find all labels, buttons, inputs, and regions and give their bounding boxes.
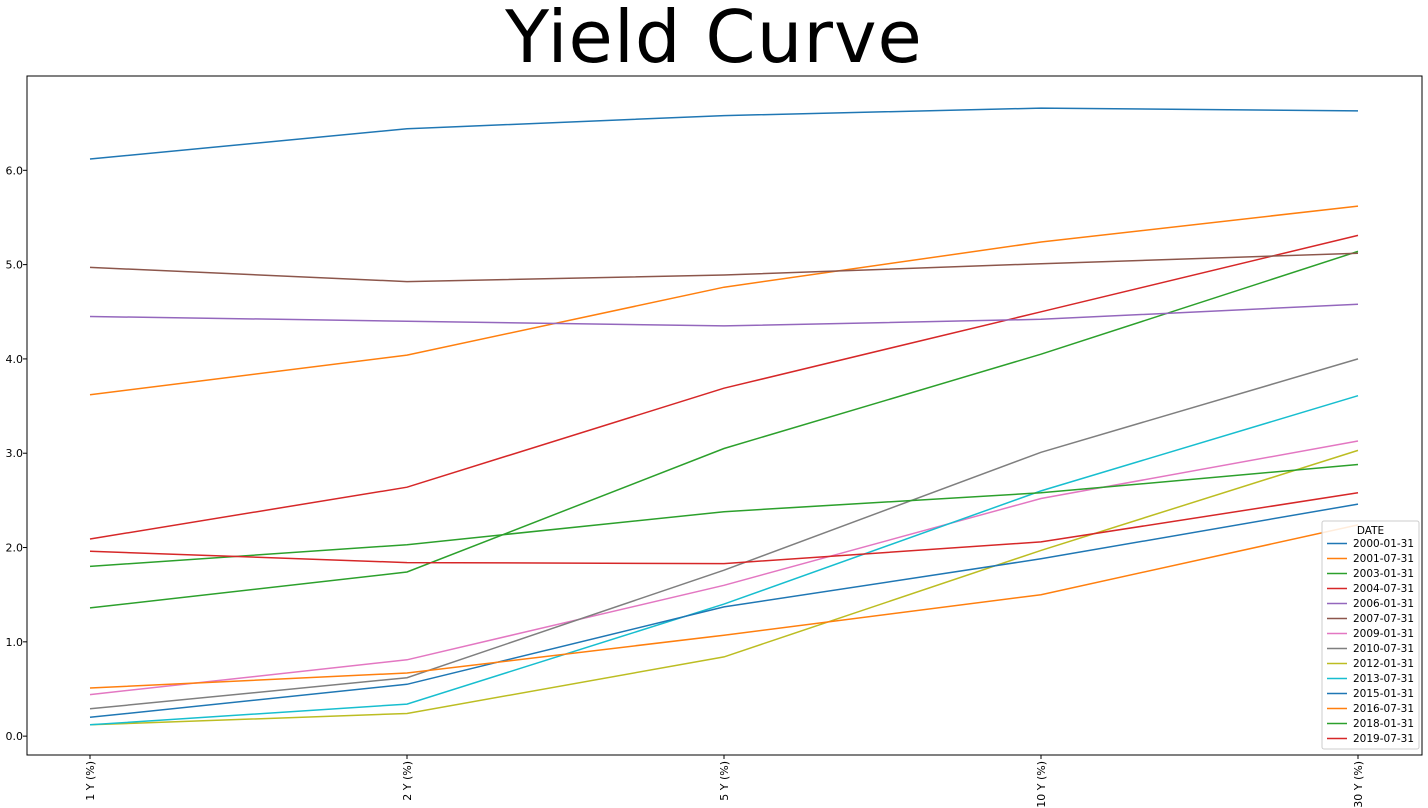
legend-entry: 2007-07-31 [1353, 613, 1414, 625]
legend-entry: 2006-01-31 [1353, 598, 1414, 610]
series-line-2009-01-31 [89, 440, 1359, 696]
axes-layer: 0.0 1.0 2.0 3.0 4.0 5.0 6.0 1 Y (%) 2 Y (%) 5 Y (… [6, 75, 1423, 808]
series-line-2001-07-31 [89, 205, 1359, 396]
chart-title: Yield Curve [505, 0, 923, 79]
series-line-2015-01-31 [89, 503, 1359, 719]
y-tick-label: 3.0 [6, 447, 24, 460]
series-line-2007-07-31 [89, 252, 1359, 283]
y-tick-label: 1.0 [6, 636, 24, 649]
series-line-2006-01-31 [89, 303, 1359, 327]
legend-entry: 2012-01-31 [1353, 658, 1414, 670]
y-tick-label: 0.0 [6, 730, 24, 743]
series-line-2003-01-31 [89, 250, 1359, 609]
x-tick-label: 1 Y (%) [84, 761, 97, 801]
legend-entry: 2010-07-31 [1353, 643, 1414, 655]
legend-entry: 2013-07-31 [1353, 673, 1414, 685]
legend-entry: 2019-07-31 [1353, 733, 1414, 745]
y-tick-label: 6.0 [6, 164, 24, 177]
series-line-2010-07-31 [89, 358, 1359, 710]
series-line-2004-07-31 [89, 234, 1359, 540]
series-lines-layer [89, 107, 1359, 726]
legend-entry: 2018-01-31 [1353, 718, 1414, 730]
legend-entry: 2004-07-31 [1353, 583, 1414, 595]
legend-entry: 2000-01-31 [1353, 538, 1414, 550]
y-tick-label: 5.0 [6, 259, 24, 272]
legend-entry: 2015-01-31 [1353, 688, 1414, 700]
x-tick-label: 10 Y (%) [1035, 761, 1048, 808]
series-line-2012-01-31 [89, 449, 1359, 726]
legend-entry: 2009-01-31 [1353, 628, 1414, 640]
legend-entry: 2016-07-31 [1353, 703, 1414, 715]
y-tick-label: 4.0 [6, 353, 24, 366]
series-line-2013-07-31 [89, 394, 1359, 726]
series-line-2000-01-31 [89, 107, 1359, 160]
series-line-2016-07-31 [89, 524, 1359, 689]
legend-entry: 2003-01-31 [1353, 568, 1414, 580]
legend-title: DATE [1357, 525, 1384, 537]
series-line-2019-07-31 [89, 492, 1359, 565]
legend-box [1321, 520, 1420, 750]
legend-entry: 2001-07-31 [1353, 553, 1414, 565]
x-tick-label: 5 Y (%) [718, 761, 731, 801]
plot-frame [26, 75, 1423, 756]
x-tick-label: 2 Y (%) [401, 761, 414, 801]
y-tick-label: 2.0 [6, 542, 24, 555]
series-line-2018-01-31 [89, 463, 1359, 568]
x-tick-label: 30 Y (%) [1352, 761, 1365, 808]
